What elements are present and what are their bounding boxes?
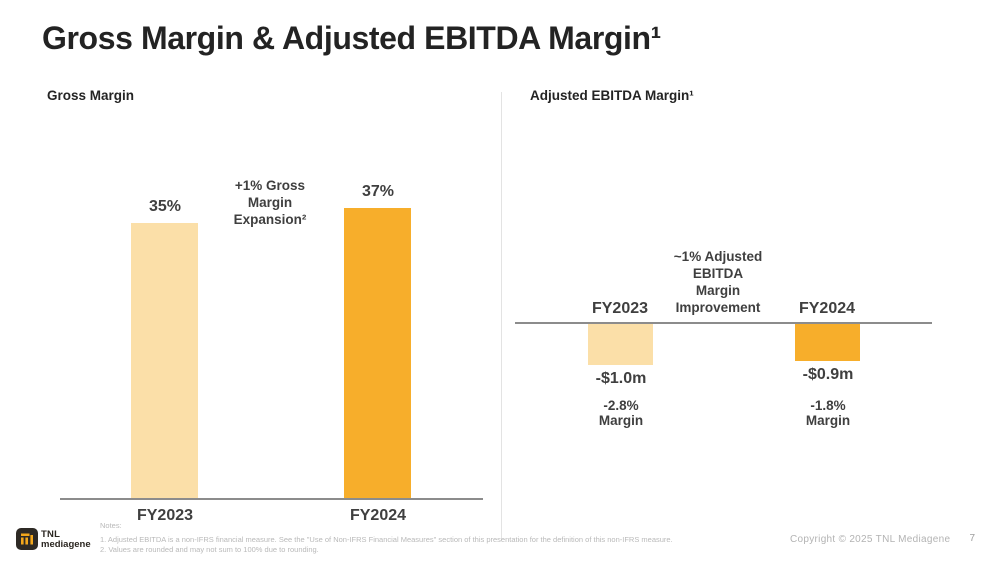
gross-margin-fy2024-label: FY2024 (349, 507, 407, 524)
gross-margin-annotation: +1% Gross Margin Expansion² (190, 177, 350, 228)
notes-line-2: 2. Values are rounded and may not sum to… (100, 545, 319, 554)
gross-margin-fy2023-label: FY2023 (136, 507, 194, 524)
notes-line-1: 1. Adjusted EBITDA is a non-IFRS financi… (100, 535, 673, 544)
ebitda-fy2023-bar (588, 324, 653, 365)
ebitda-fy2023-margin: -2.8% Margin (576, 398, 666, 428)
annotation-line: Margin (247, 195, 293, 210)
margin-line: Margin (805, 413, 851, 428)
section-divider (501, 92, 502, 540)
gross-margin-section-title: Gross Margin (47, 88, 135, 103)
ebitda-fy2024-value: -$0.9m (802, 365, 854, 383)
ebitda-fy2024-label: FY2024 (798, 300, 856, 317)
ebitda-fy2023-value: -$1.0m (595, 370, 647, 387)
ebitda-fy2024-bar (795, 324, 860, 361)
ebitda-fy2023-label: FY2023 (591, 300, 649, 317)
annotation-line: EBITDA (692, 266, 744, 281)
gross-margin-axis-line (60, 498, 483, 500)
logo-text: TNL mediagene (41, 528, 91, 550)
logo-line-1: TNL (41, 529, 61, 540)
annotation-line: +1% Gross (234, 178, 306, 193)
ebitda-fy2024-margin: -1.8% Margin (783, 398, 873, 428)
page-number: 7 (969, 533, 975, 544)
adjusted-ebitda-section-title: Adjusted EBITDA Margin¹ (530, 88, 694, 103)
gross-margin-fy2024-bar (344, 207, 411, 498)
annotation-line: Margin (695, 283, 741, 298)
slide-title: Gross Margin & Adjusted EBITDA Margin¹ (42, 20, 661, 56)
margin-line: -1.8% (810, 398, 846, 413)
logo-line-2: mediagene (41, 538, 91, 550)
annotation-line: Improvement (675, 300, 761, 315)
ebitda-annotation: ~1% Adjusted EBITDA Margin Improvement (643, 248, 793, 316)
annotation-line: Expansion² (233, 212, 307, 227)
annotation-line: ~1% Adjusted (673, 249, 763, 264)
gross-margin-fy2023-bar (131, 223, 198, 498)
ebitda-axis-line (515, 322, 932, 324)
tnl-logo-icon (16, 528, 38, 550)
gross-margin-fy2023-value: 35% (148, 198, 182, 216)
margin-line: Margin (598, 413, 644, 428)
gross-margin-fy2024-value: 37% (361, 182, 395, 200)
margin-line: -2.8% (603, 398, 639, 413)
copyright-text: Copyright © 2025 TNL Mediagene (790, 534, 951, 545)
notes-label: Notes: (100, 521, 122, 530)
tnl-mediagene-logo: TNL mediagene (16, 528, 91, 550)
